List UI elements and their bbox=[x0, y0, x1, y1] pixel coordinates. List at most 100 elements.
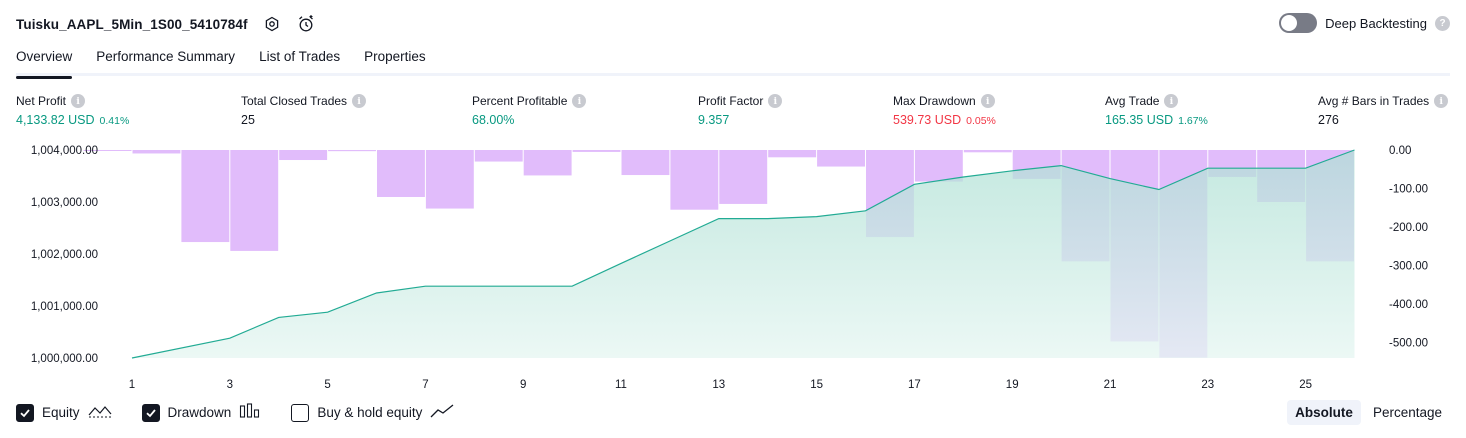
x-tick-label: 3 bbox=[227, 379, 233, 391]
x-tick-label: 21 bbox=[1104, 379, 1117, 391]
mode-switch: Absolute Percentage bbox=[1287, 400, 1450, 425]
equity-line bbox=[131, 149, 1355, 359]
alarm-clock-icon[interactable] bbox=[296, 14, 316, 34]
drawdown-tick-label: -200.00 bbox=[1389, 222, 1428, 234]
metric-value: 276 bbox=[1318, 113, 1339, 127]
metric-max-drawdown: Max Drawdown i 539.73 USD 0.05% bbox=[893, 94, 996, 127]
x-tick-label: 9 bbox=[520, 379, 526, 391]
legend-drawdown[interactable]: Drawdown bbox=[141, 403, 262, 422]
info-icon[interactable]: i bbox=[1164, 94, 1179, 108]
deep-backtesting: Deep Backtesting ? bbox=[1279, 13, 1450, 33]
equity-tick-label: 1,003,000.00 bbox=[31, 197, 98, 209]
drawdown-bar bbox=[474, 150, 523, 162]
drawdown-bar bbox=[572, 150, 621, 152]
drawdown-bar bbox=[719, 150, 768, 204]
info-icon[interactable]: i bbox=[980, 94, 995, 108]
chart-legend: Equity Drawdown Buy & hold equity bbox=[16, 403, 454, 422]
deep-backtesting-label: Deep Backtesting bbox=[1325, 15, 1427, 31]
gear-icon[interactable] bbox=[262, 14, 282, 34]
tab-overview[interactable]: Overview bbox=[16, 46, 73, 79]
drawdown-bar bbox=[279, 150, 328, 161]
metric-value: 68.00% bbox=[472, 113, 515, 127]
metric-net-profit: Net Profit i 4,133.82 USD 0.41% bbox=[16, 94, 129, 127]
equity-tick-label: 1,001,000.00 bbox=[31, 301, 98, 313]
equity-line-icon bbox=[88, 403, 112, 422]
metric-value: 9.357 bbox=[698, 113, 730, 127]
legend-label: Drawdown bbox=[167, 405, 232, 420]
info-icon[interactable]: i bbox=[1434, 94, 1449, 108]
drawdown-tick-label: -500.00 bbox=[1389, 338, 1428, 350]
bar-chart-icon bbox=[239, 403, 261, 422]
equity-tick-label: 1,002,000.00 bbox=[31, 249, 98, 261]
x-axis: 1 3 5 7 9 11 13 15 17 19 21 23 25 bbox=[129, 379, 1312, 391]
legend-label: Buy & hold equity bbox=[317, 405, 423, 420]
metric-label: Max Drawdown bbox=[893, 94, 976, 108]
trend-line-icon bbox=[430, 403, 454, 422]
tab-bar: Overview Performance Summary List of Tra… bbox=[16, 46, 1450, 79]
metric-value: 165.35 USD bbox=[1105, 113, 1174, 127]
deep-backtesting-toggle[interactable] bbox=[1279, 13, 1318, 33]
x-tick-label: 23 bbox=[1201, 379, 1214, 391]
metric-value: 25 bbox=[241, 113, 255, 127]
equity-axis: 1,000,000.00 1,001,000.00 1,002,000.00 1,00… bbox=[31, 145, 98, 365]
equity-tick-label: 1,004,000.00 bbox=[31, 145, 98, 157]
drawdown-bar bbox=[132, 150, 181, 154]
info-icon[interactable]: i bbox=[768, 94, 783, 108]
drawdown-bar bbox=[230, 150, 279, 251]
drawdown-bar bbox=[425, 150, 474, 209]
info-icon[interactable]: i bbox=[352, 94, 367, 108]
legend-equity[interactable]: Equity bbox=[16, 403, 112, 422]
drawdown-tick-label: -300.00 bbox=[1389, 261, 1428, 273]
drawdown-bar bbox=[181, 150, 230, 243]
drawdown-bar bbox=[328, 150, 376, 152]
equity-area bbox=[132, 150, 1355, 358]
metric-percent: 1.67% bbox=[1178, 115, 1208, 127]
metric-avg-bars: Avg # Bars in Trades i 276 bbox=[1318, 94, 1449, 127]
x-tick-label: 13 bbox=[712, 379, 725, 391]
metric-percent-profitable: Percent Profitable i 68.00% bbox=[472, 94, 587, 127]
strategy-name: Tuisku_AAPL_5Min_1S00_5410784f bbox=[16, 16, 248, 32]
info-icon[interactable]: i bbox=[572, 94, 587, 108]
drawdown-bar bbox=[523, 150, 572, 176]
metric-percent: 0.41% bbox=[99, 115, 130, 127]
equity-checkbox[interactable] bbox=[16, 403, 34, 422]
buy-hold-checkbox[interactable] bbox=[291, 403, 310, 422]
drawdown-tick-label: -100.00 bbox=[1389, 184, 1428, 196]
metric-value: 539.73 USD bbox=[893, 113, 962, 127]
tab-performance-summary[interactable]: Performance Summary bbox=[96, 49, 236, 64]
equity-tick-label: 1,000,000.00 bbox=[31, 353, 98, 365]
drawdown-tick-label: -400.00 bbox=[1389, 299, 1428, 311]
x-tick-label: 1 bbox=[129, 379, 135, 391]
drawdown-checkbox[interactable] bbox=[141, 403, 160, 422]
help-icon[interactable]: ? bbox=[1435, 15, 1450, 31]
toggle-knob bbox=[1281, 15, 1298, 31]
drawdown-bar bbox=[670, 150, 719, 210]
legend-label: Equity bbox=[42, 405, 80, 420]
metric-label: Net Profit bbox=[16, 94, 67, 108]
x-tick-label: 25 bbox=[1299, 379, 1312, 391]
x-tick-label: 11 bbox=[615, 379, 627, 391]
tab-properties[interactable]: Properties bbox=[364, 49, 426, 64]
absolute-button[interactable]: Absolute bbox=[1287, 400, 1361, 425]
drawdown-bar bbox=[83, 150, 132, 151]
legend-buy-hold[interactable]: Buy & hold equity bbox=[291, 403, 454, 422]
metric-percent: 0.05% bbox=[966, 115, 996, 127]
drawdown-tick-label: 0.00 bbox=[1389, 145, 1411, 157]
drawdown-bar bbox=[963, 150, 1012, 153]
metric-profit-factor: Profit Factor i 9.357 bbox=[698, 94, 783, 127]
equity-drawdown-chart[interactable]: 1,000,000.00 1,001,000.00 1,002,000.00 1,00… bbox=[0, 140, 1466, 400]
metric-label: Profit Factor bbox=[698, 94, 764, 108]
metrics-row: Net Profit i 4,133.82 USD 0.41% Total Clos… bbox=[16, 94, 1450, 130]
tab-list-of-trades[interactable]: List of Trades bbox=[259, 49, 341, 64]
info-icon[interactable]: i bbox=[71, 94, 86, 108]
metric-label: Avg Trade bbox=[1105, 94, 1160, 108]
percentage-button[interactable]: Percentage bbox=[1372, 405, 1442, 420]
metric-total-closed-trades: Total Closed Trades i 25 bbox=[241, 94, 367, 127]
metric-value: 4,133.82 USD bbox=[16, 113, 95, 127]
metric-avg-trade: Avg Trade i 165.35 USD 1.67% bbox=[1105, 94, 1208, 127]
drawdown-bar bbox=[621, 150, 670, 176]
header: Tuisku_AAPL_5Min_1S00_5410784f bbox=[16, 12, 316, 36]
x-tick-label: 7 bbox=[422, 379, 428, 391]
drawdown-bar bbox=[377, 150, 425, 197]
metric-label: Percent Profitable bbox=[472, 94, 568, 108]
